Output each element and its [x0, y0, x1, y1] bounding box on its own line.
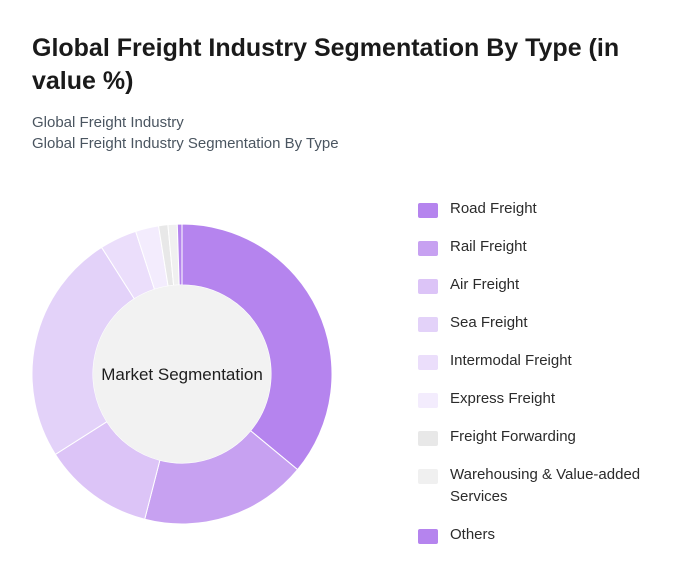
subtitle-segmentation: Global Freight Industry Segmentation By …	[32, 135, 339, 152]
chart-legend: Road Freight Rail Freight Air Freight Sea F…	[418, 198, 688, 562]
legend-swatch	[418, 203, 438, 218]
legend-item-freight-forwarding[interactable]: Freight Forwarding	[418, 426, 688, 448]
legend-item-express-freight[interactable]: Express Freight	[418, 388, 688, 410]
legend-item-intermodal-freight[interactable]: Intermodal Freight	[418, 350, 688, 372]
legend-label: Road Freight	[450, 200, 537, 217]
legend-label: Intermodal Freight	[450, 352, 572, 369]
legend-label: Air Freight	[450, 276, 520, 293]
legend-swatch	[418, 317, 438, 332]
subtitle-block: Global Freight Industry Global Freight I…	[32, 112, 339, 154]
donut-slice-sea-freight[interactable]	[31, 246, 136, 456]
legend-item-rail-freight[interactable]: Rail Freight	[418, 236, 688, 258]
legend-item-warehousing-value-added-services[interactable]: Warehousing & Value-added Services	[418, 464, 688, 508]
legend-swatch	[418, 393, 438, 408]
legend-swatch	[418, 469, 438, 484]
legend-label: Others	[450, 526, 496, 543]
legend-item-sea-freight[interactable]: Sea Freight	[418, 312, 688, 334]
legend-swatch	[418, 279, 438, 294]
legend-label: Warehousing & Value-added Services	[450, 466, 641, 505]
legend-swatch	[418, 431, 438, 446]
legend-label: Freight Forwarding	[450, 428, 576, 445]
legend-item-road-freight[interactable]: Road Freight	[418, 198, 688, 220]
legend-label: Rail Freight	[450, 238, 527, 255]
subtitle-industry: Global Freight Industry	[32, 114, 184, 131]
legend-swatch	[418, 241, 438, 256]
legend-item-air-freight[interactable]: Air Freight	[418, 274, 688, 296]
legend-swatch	[418, 355, 438, 370]
legend-swatch	[418, 529, 438, 544]
chart-title: Global Freight Industry Segmentation By …	[32, 34, 620, 95]
donut-center-label: Market Segmentation	[101, 365, 263, 384]
donut-chart-area: Market Segmentation	[0, 200, 380, 550]
legend-item-others[interactable]: Others	[418, 524, 688, 546]
legend-label: Sea Freight	[450, 314, 528, 331]
legend-label: Express Freight	[450, 390, 556, 407]
donut-center	[93, 285, 271, 463]
donut-slice-road-freight[interactable]	[181, 223, 333, 471]
donut-chart: Market Segmentation	[31, 223, 333, 525]
